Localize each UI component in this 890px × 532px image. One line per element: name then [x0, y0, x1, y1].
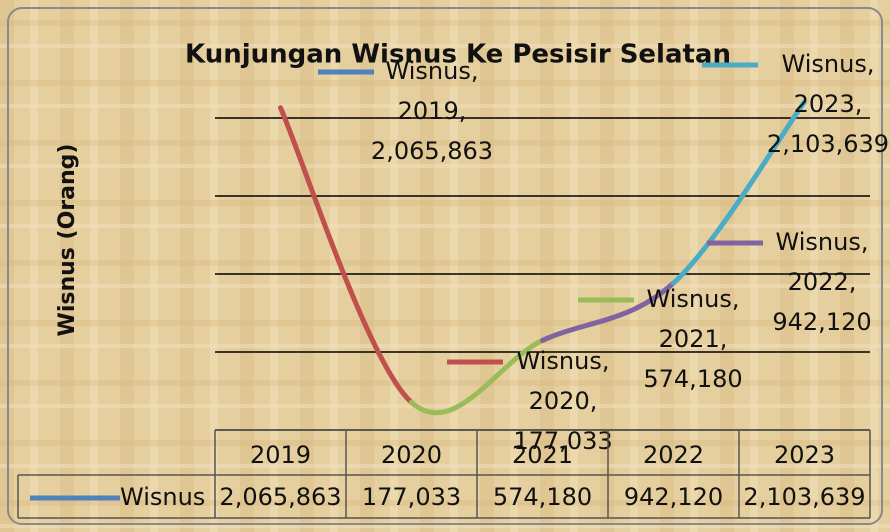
data-label-category: 2023, [794, 90, 863, 118]
data-label-value: 942,120 [772, 308, 871, 336]
table-value: 942,120 [624, 483, 723, 511]
data-label-category: 2020, [529, 387, 598, 415]
data-label-value: 574,180 [643, 365, 742, 393]
x-tick-label: 2020 [381, 441, 442, 469]
x-tick-label: 2022 [643, 441, 704, 469]
chart-border [7, 7, 883, 525]
data-label-category: 2019, [398, 97, 467, 125]
x-tick-label: 2023 [774, 441, 835, 469]
line-segment [540, 280, 676, 343]
x-tick-label: 2021 [512, 441, 573, 469]
legend-label: Wisnus [120, 483, 205, 511]
line-segment [409, 337, 545, 416]
table-value: 2,103,639 [743, 483, 865, 511]
data-label-value: 2,103,639 [767, 130, 889, 158]
line-segment [278, 105, 414, 405]
table-value: 2,065,863 [219, 483, 341, 511]
data-label-name: Wisnus, [517, 347, 610, 375]
data-label-category: 2022, [788, 268, 857, 296]
data-label-value: 2,065,863 [371, 137, 493, 165]
table-value: 574,180 [493, 483, 592, 511]
y-axis-label: Wisnus (Orang) [55, 144, 80, 337]
data-label-name: Wisnus, [782, 50, 875, 78]
table-value: 177,033 [362, 483, 461, 511]
x-tick-label: 2019 [250, 441, 311, 469]
line-segment [671, 99, 807, 286]
data-label-category: 2021, [659, 325, 728, 353]
chart-title: Kunjungan Wisnus Ke Pesisir Selatan [185, 40, 731, 70]
data-label-name: Wisnus, [386, 57, 479, 85]
data-label-name: Wisnus, [776, 228, 869, 256]
data-label-value: 177,033 [513, 427, 612, 455]
data-label-name: Wisnus, [647, 285, 740, 313]
